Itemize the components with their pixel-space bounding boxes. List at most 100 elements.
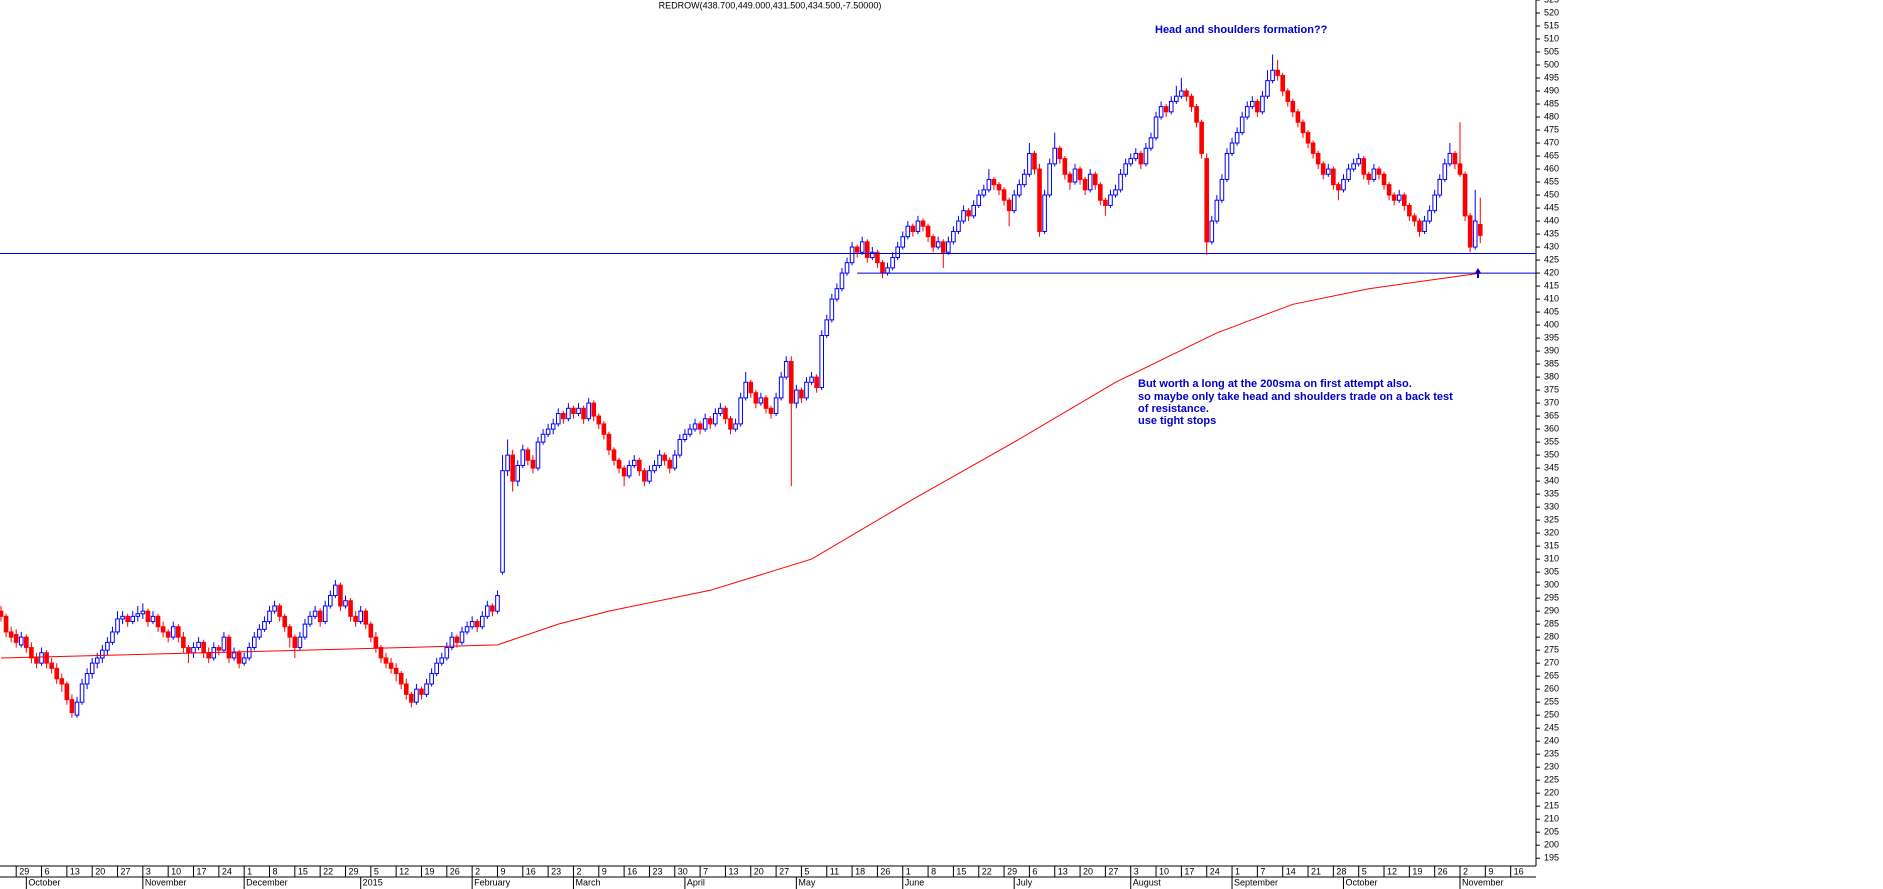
candle-body: [287, 626, 293, 638]
y-tick-label: 315: [1544, 541, 1559, 551]
candle-body: [637, 459, 642, 472]
x-tick-label: 2: [475, 866, 480, 876]
x-tick-label: 10: [171, 866, 181, 876]
candle-body: [672, 454, 678, 469]
candle-body: [79, 683, 85, 703]
candle-body: [383, 657, 389, 664]
x-tick-label: 26: [1438, 866, 1448, 876]
y-tick-label: 240: [1544, 736, 1559, 746]
y-tick-label: 430: [1544, 241, 1559, 251]
candle-body: [1082, 178, 1088, 191]
y-tick-label: 425: [1544, 254, 1559, 264]
candle-body: [84, 673, 90, 685]
x-tick-label: 18: [855, 866, 865, 876]
y-tick-label: 330: [1544, 501, 1559, 511]
candle-body: [338, 584, 343, 607]
candle-body: [824, 319, 830, 336]
candle-body: [844, 262, 850, 274]
x-tick-label: 19: [1412, 866, 1422, 876]
candle-body: [94, 657, 100, 664]
candle-body: [409, 693, 414, 703]
candle-body: [322, 605, 328, 623]
candle-body: [1113, 189, 1118, 196]
candle-body: [368, 623, 374, 638]
candle-body: [444, 647, 450, 659]
candle-body: [1386, 184, 1392, 196]
candle-body: [1204, 158, 1210, 243]
candle-body: [794, 389, 799, 404]
candle-body: [464, 626, 470, 633]
candle-body: [327, 595, 333, 607]
candle-body: [24, 636, 29, 649]
x-tick-label: 5: [1362, 866, 1367, 876]
candle-body: [1427, 210, 1432, 222]
candle-body: [1067, 173, 1073, 183]
x-tick-label: 26: [450, 866, 460, 876]
candle-body: [201, 641, 206, 654]
candle-body: [1194, 106, 1199, 123]
candle-body: [1467, 215, 1473, 248]
candle-body: [490, 605, 495, 612]
candle-body: [1432, 194, 1437, 212]
candle-body: [1174, 95, 1179, 102]
x-tick-label: 29: [348, 866, 358, 876]
chart-title: REDROW(438.700,449.000,431.500,434.500,-…: [659, 0, 882, 10]
candle-body: [1462, 173, 1468, 217]
y-tick-label: 415: [1544, 280, 1559, 290]
candle-body: [1128, 158, 1134, 165]
x-tick-label: 27: [779, 866, 789, 876]
candle-body: [839, 272, 845, 290]
month-label: June: [905, 877, 925, 887]
candle-body: [1361, 158, 1367, 175]
candle-body: [267, 610, 272, 623]
y-tick-label: 500: [1544, 59, 1559, 69]
candle-body: [1138, 152, 1144, 165]
x-tick-label: 19: [424, 866, 434, 876]
x-tick-label: 20: [754, 866, 764, 876]
y-tick-label: 340: [1544, 475, 1559, 485]
y-tick-label: 270: [1544, 658, 1559, 668]
candle-body: [915, 220, 921, 232]
candle-body: [1407, 204, 1412, 217]
candle-body: [834, 288, 840, 300]
candle-body: [1356, 158, 1361, 165]
candle-body: [1037, 168, 1042, 232]
candle-body: [221, 636, 227, 651]
candle-body: [1341, 178, 1346, 191]
candle-body: [1072, 168, 1078, 183]
candle-body: [591, 402, 597, 417]
candle-body: [307, 615, 313, 625]
y-tick-label: 320: [1544, 527, 1559, 537]
candle-body: [1452, 152, 1458, 165]
x-tick-label: 3: [1134, 866, 1139, 876]
candle-body: [1022, 173, 1027, 186]
x-tick-label: 20: [1083, 866, 1093, 876]
x-tick-label: 26: [880, 866, 890, 876]
candle-body: [697, 423, 703, 430]
annotation: use tight stops: [1138, 415, 1216, 427]
candle-body: [1077, 168, 1083, 180]
candle-body: [64, 683, 70, 701]
month-label: March: [575, 877, 600, 887]
y-tick-label: 310: [1544, 554, 1559, 564]
candle-body: [738, 397, 743, 425]
y-tick-label: 355: [1544, 436, 1559, 446]
candle-body: [0, 610, 4, 617]
candle-body: [566, 407, 571, 420]
candle-body: [713, 412, 718, 425]
candle-body: [1270, 69, 1275, 82]
x-tick-label: 22: [323, 866, 333, 876]
candle-body: [1153, 116, 1159, 139]
y-tick-label: 400: [1544, 319, 1559, 329]
candle-body: [723, 407, 728, 420]
candle-body: [652, 465, 657, 472]
candle-body: [140, 610, 146, 615]
y-tick-label: 510: [1544, 33, 1559, 43]
candle-body: [495, 595, 500, 612]
candle-body: [510, 454, 515, 482]
candle-body: [69, 699, 75, 714]
candle-body: [647, 470, 652, 482]
candle-body: [1168, 100, 1174, 113]
candle-body: [753, 392, 759, 404]
candle-body: [474, 621, 480, 628]
